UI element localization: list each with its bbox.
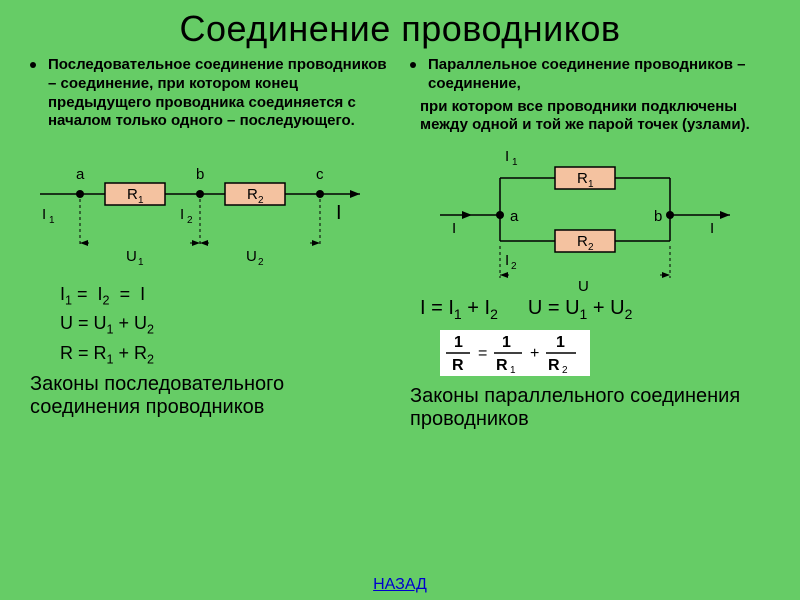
svg-text:I: I bbox=[180, 206, 184, 223]
page-title: Соединение проводников bbox=[0, 0, 800, 50]
svg-text:I: I bbox=[42, 206, 46, 223]
parallel-formula-i: I = I1 + I2 bbox=[420, 297, 498, 322]
parallel-formulas-line: I = I1 + I2 U = U1 + U2 bbox=[410, 297, 770, 322]
svg-text:+: + bbox=[530, 345, 539, 362]
svg-text:2: 2 bbox=[588, 242, 594, 253]
svg-text:2: 2 bbox=[562, 365, 568, 376]
svg-text:I: I bbox=[710, 220, 714, 237]
back-link[interactable]: НАЗАД bbox=[373, 576, 427, 594]
series-def-text: Последовательное соединение проводников … bbox=[48, 56, 387, 129]
parallel-formula-u: U = U1 + U2 bbox=[528, 297, 633, 322]
parallel-definition: Параллельное соединение проводников – со… bbox=[410, 56, 770, 94]
bullet-icon bbox=[30, 62, 36, 68]
svg-text:1: 1 bbox=[588, 179, 594, 190]
svg-text:R: R bbox=[548, 357, 560, 374]
svg-text:1: 1 bbox=[510, 365, 516, 376]
svg-text:I: I bbox=[505, 252, 509, 269]
svg-text:I: I bbox=[505, 148, 509, 165]
parallel-def-text-2: при котором все проводники подключены ме… bbox=[420, 98, 750, 134]
svg-text:2: 2 bbox=[258, 257, 264, 268]
svg-text:R: R bbox=[496, 357, 508, 374]
parallel-formula-r: 1 R = 1 R1 + 1 R2 bbox=[440, 330, 770, 381]
series-law-title: Законы последовательного соединения пров… bbox=[30, 373, 390, 419]
svg-text:1: 1 bbox=[512, 157, 518, 168]
svg-text:a: a bbox=[510, 208, 519, 225]
svg-text:2: 2 bbox=[258, 195, 264, 206]
series-formula-i: I1 = I2 = I bbox=[60, 281, 390, 310]
svg-text:U: U bbox=[126, 248, 137, 265]
svg-text:1: 1 bbox=[556, 334, 565, 351]
svg-text:R: R bbox=[577, 233, 588, 250]
svg-text:R: R bbox=[452, 357, 464, 374]
svg-text:b: b bbox=[196, 166, 204, 183]
series-formula-u: U = U1 + U2 bbox=[60, 310, 390, 339]
parallel-law-title: Законы параллельного соединения проводни… bbox=[410, 385, 770, 431]
svg-text:a: a bbox=[76, 166, 85, 183]
svg-text:1: 1 bbox=[138, 195, 144, 206]
svg-text:1: 1 bbox=[502, 334, 511, 351]
svg-text:1: 1 bbox=[138, 257, 144, 268]
series-formula-r: R = R1 + R2 bbox=[60, 340, 390, 369]
svg-text:R: R bbox=[247, 186, 258, 203]
svg-text:R: R bbox=[577, 170, 588, 187]
svg-text:U: U bbox=[246, 248, 257, 265]
content-columns: Последовательное соединение проводников … bbox=[0, 50, 800, 431]
svg-text:1: 1 bbox=[49, 215, 55, 226]
right-column: Параллельное соединение проводников – со… bbox=[410, 56, 770, 431]
svg-text:I: I bbox=[336, 202, 342, 224]
parallel-definition-2: при котором все проводники подключены ме… bbox=[410, 98, 770, 136]
svg-text:U: U bbox=[578, 278, 589, 293]
left-column: Последовательное соединение проводников … bbox=[30, 56, 390, 431]
series-definition: Последовательное соединение проводников … bbox=[30, 56, 390, 131]
parallel-diagram: a b R1 R2 I I I1 I2 bbox=[410, 143, 770, 293]
parallel-def-text-1: Параллельное соединение проводников – со… bbox=[428, 56, 745, 92]
svg-text:b: b bbox=[654, 208, 662, 225]
svg-text:=: = bbox=[478, 345, 487, 362]
svg-text:R: R bbox=[127, 186, 138, 203]
bullet-icon bbox=[410, 62, 416, 68]
series-diagram: R1 R2 a b c I1 I2 I bbox=[30, 139, 390, 279]
svg-text:2: 2 bbox=[187, 215, 193, 226]
series-formulas: I1 = I2 = I U = U1 + U2 R = R1 + R2 bbox=[30, 281, 390, 369]
svg-text:1: 1 bbox=[454, 334, 463, 351]
svg-text:I: I bbox=[452, 220, 456, 237]
svg-text:2: 2 bbox=[511, 261, 517, 272]
svg-text:c: c bbox=[316, 166, 324, 183]
